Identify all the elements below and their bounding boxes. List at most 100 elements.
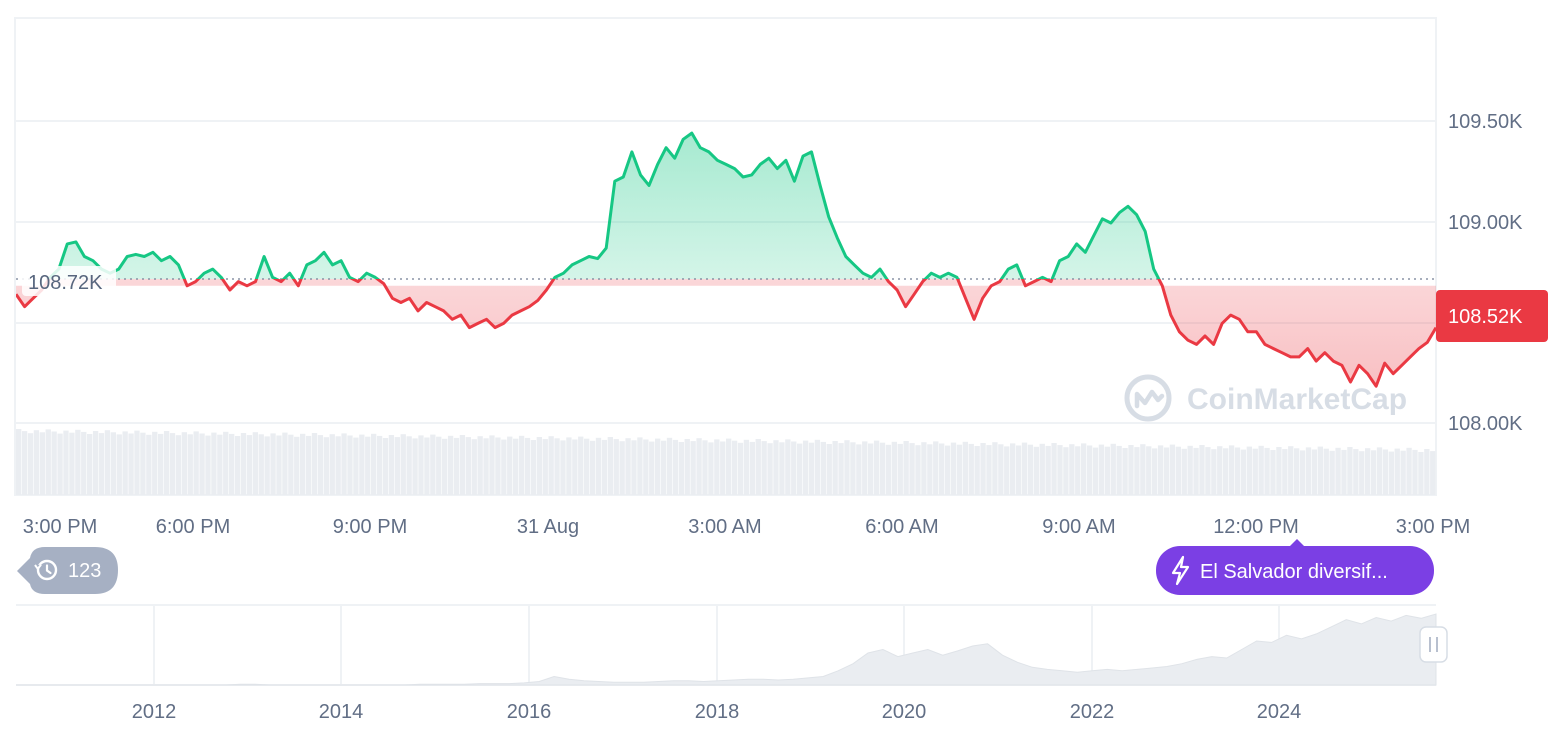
volume-bar bbox=[785, 439, 791, 495]
volume-bar bbox=[335, 436, 341, 495]
volume-bar bbox=[1015, 445, 1022, 495]
volume-bar bbox=[743, 439, 750, 495]
volume-bar bbox=[39, 432, 45, 495]
volume-bar bbox=[672, 439, 679, 495]
volume-bar bbox=[921, 442, 927, 495]
navigator-tick-label: 2024 bbox=[1257, 701, 1302, 723]
volume-bar bbox=[288, 434, 294, 495]
volume-bar bbox=[45, 429, 51, 495]
volume-bar bbox=[1104, 446, 1110, 495]
volume-bar bbox=[1341, 449, 1347, 495]
lightning-icon bbox=[1171, 555, 1190, 586]
volume-bar bbox=[1370, 450, 1377, 495]
volume-bar bbox=[69, 432, 75, 495]
volume-bar bbox=[246, 435, 253, 495]
current-price-badge: 108.52K bbox=[1436, 290, 1548, 342]
volume-bar bbox=[1021, 442, 1028, 495]
volume-bar bbox=[737, 442, 744, 495]
volume-bar bbox=[394, 437, 400, 495]
volume-bar bbox=[146, 434, 152, 495]
volume-bar bbox=[1110, 443, 1116, 495]
volume-bar bbox=[726, 438, 732, 495]
volume-bar bbox=[897, 443, 903, 495]
y-tick-label: 109.00K bbox=[1448, 212, 1523, 234]
volume-bar bbox=[1122, 448, 1128, 495]
volume-bar bbox=[826, 444, 832, 495]
volume-bar bbox=[1045, 445, 1051, 495]
navigator-tick-label: 2016 bbox=[507, 701, 552, 723]
volume-bar bbox=[950, 442, 957, 495]
volume-bar bbox=[625, 438, 631, 495]
volume-bar bbox=[660, 440, 667, 495]
volume-bar bbox=[643, 439, 649, 495]
volume-bar bbox=[1288, 446, 1294, 495]
volume-bar bbox=[252, 432, 258, 495]
volume-bar bbox=[465, 437, 471, 495]
volume-bar bbox=[388, 435, 395, 495]
volume-bar bbox=[879, 442, 886, 495]
news-event-text: El Salvador diversif... bbox=[1200, 561, 1388, 583]
volume-bar bbox=[459, 435, 466, 495]
volume-bar bbox=[536, 437, 542, 495]
volume-bar bbox=[542, 439, 548, 495]
volume-bar bbox=[1075, 446, 1081, 495]
volume-bar bbox=[802, 440, 809, 495]
price-area-down bbox=[16, 279, 1436, 387]
volume-bar bbox=[1258, 445, 1264, 495]
volume-bar bbox=[927, 444, 933, 495]
volume-bar bbox=[974, 446, 980, 495]
volume-bar bbox=[885, 444, 892, 495]
volume-bar bbox=[956, 444, 963, 495]
volume-bar bbox=[276, 435, 282, 495]
navigator[interactable]: 2012 2014 2016 2018 2020 2022 2024 bbox=[16, 604, 1448, 723]
volume-bar bbox=[175, 435, 182, 495]
volume-bar bbox=[27, 433, 34, 495]
volume-bar bbox=[1092, 447, 1099, 495]
volume-bar bbox=[110, 432, 116, 495]
volume-bar bbox=[63, 430, 69, 495]
volume-bar bbox=[211, 432, 217, 495]
volume-bar bbox=[1033, 446, 1039, 495]
volume-bar bbox=[1317, 446, 1323, 495]
volume-bar bbox=[1347, 447, 1353, 495]
news-event-badge[interactable]: El Salvador diversif... bbox=[1156, 539, 1434, 595]
volume-bar bbox=[714, 439, 720, 495]
volume-bar bbox=[1157, 445, 1164, 495]
volume-bar bbox=[51, 431, 57, 495]
volume-bar bbox=[163, 431, 170, 495]
volume-bar bbox=[1424, 449, 1430, 495]
volume-bar bbox=[702, 440, 708, 495]
x-tick-label: 3:00 PM bbox=[23, 516, 97, 538]
volume-bar bbox=[21, 431, 28, 495]
price-line-down bbox=[16, 279, 1436, 388]
volume-bar bbox=[1004, 446, 1010, 495]
volume-bar bbox=[773, 440, 779, 495]
volume-bar bbox=[915, 445, 921, 495]
history-badge[interactable]: 123 bbox=[17, 547, 118, 594]
x-tick-label: 9:00 PM bbox=[333, 516, 407, 538]
volume-bar bbox=[1412, 449, 1418, 495]
volume-bar bbox=[1323, 448, 1329, 495]
volume-bar bbox=[862, 441, 868, 495]
x-tick-label: 12:00 PM bbox=[1213, 516, 1299, 538]
volume-bar bbox=[323, 437, 329, 495]
volume-bar bbox=[980, 443, 986, 495]
volume-bar bbox=[400, 434, 406, 495]
volume-bar bbox=[1388, 451, 1394, 495]
volume-bar bbox=[1128, 445, 1134, 495]
y-axis: 109.50K 109.00K 108.00K bbox=[1448, 111, 1523, 435]
volume-bar bbox=[548, 436, 554, 495]
reference-price-label: 108.72K bbox=[22, 266, 116, 296]
navigator-drag-handle[interactable] bbox=[1419, 626, 1448, 663]
navigator-x-axis: 2012 2014 2016 2018 2020 2022 2024 bbox=[132, 701, 1302, 723]
volume-bar bbox=[1039, 443, 1045, 495]
volume-bar bbox=[317, 435, 324, 495]
volume-bar bbox=[418, 435, 424, 495]
volume-bar bbox=[584, 438, 590, 495]
coinmarketcap-logo-icon bbox=[1124, 374, 1172, 422]
volume-bar bbox=[631, 440, 637, 495]
history-icon bbox=[34, 559, 58, 581]
volume-bar bbox=[341, 433, 347, 495]
volume-bar bbox=[495, 437, 501, 495]
volume-bar bbox=[305, 435, 312, 495]
